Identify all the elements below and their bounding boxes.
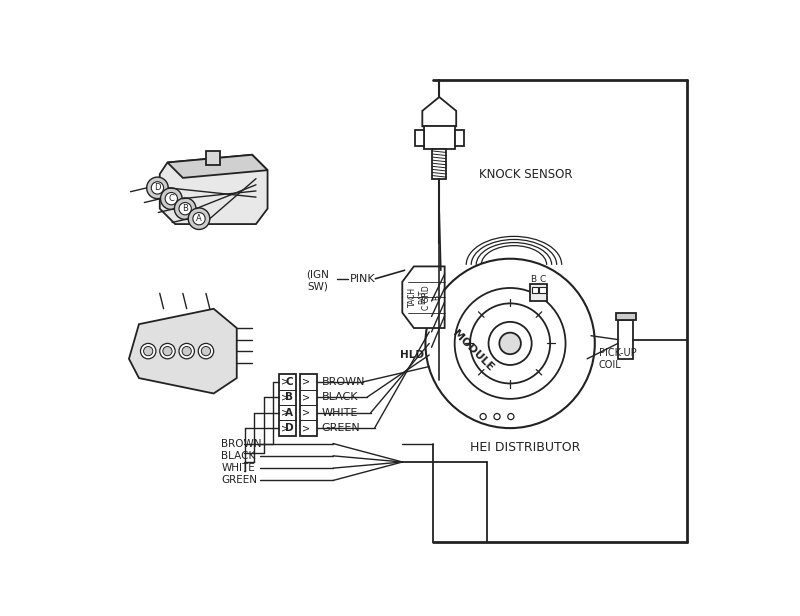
Polygon shape [422,97,456,126]
Circle shape [202,346,210,356]
Bar [618,320,634,359]
Text: BROWN: BROWN [222,439,262,448]
Text: D: D [154,184,161,192]
Text: BLACK: BLACK [222,451,256,461]
Polygon shape [160,155,267,224]
Circle shape [161,188,182,209]
Text: C GRD
B: C GRD B [422,285,442,310]
Text: >: > [282,392,290,402]
Text: PINK: PINK [350,274,375,284]
Text: BROWN: BROWN [322,377,365,387]
Circle shape [165,192,178,205]
Text: HLD: HLD [400,350,424,360]
Text: >: > [302,408,310,418]
Text: GREEN: GREEN [322,423,360,433]
Polygon shape [167,155,267,178]
Bar [532,287,538,293]
Circle shape [174,198,196,219]
Circle shape [143,346,153,356]
Circle shape [163,346,172,356]
Bar [424,126,454,149]
Polygon shape [129,309,237,394]
Bar [279,375,296,436]
Polygon shape [402,266,445,328]
Text: B: B [182,204,188,213]
Circle shape [494,413,500,419]
Circle shape [188,208,210,229]
Circle shape [193,213,205,225]
Text: >: > [282,377,290,387]
Circle shape [508,413,514,419]
Text: TACH
BAT: TACH BAT [408,287,427,307]
Circle shape [141,344,156,359]
Bar [539,287,546,293]
Text: WHITE: WHITE [222,463,255,473]
Circle shape [480,413,486,419]
Text: D: D [285,423,294,433]
Bar [300,375,317,436]
Text: >: > [282,408,290,418]
Circle shape [179,203,191,215]
Text: >: > [282,423,290,433]
Text: >: > [302,377,310,387]
Text: B: B [285,392,293,402]
Bar [615,312,636,320]
Text: >: > [302,392,310,402]
Text: A: A [285,408,293,418]
Text: C: C [168,194,174,203]
Bar [432,149,446,179]
Bar [206,151,220,164]
Text: PICK-UP
COIL: PICK-UP COIL [598,348,636,370]
Text: A: A [196,214,202,223]
Circle shape [489,322,532,365]
Text: C: C [286,377,293,387]
Circle shape [454,288,566,399]
Circle shape [151,182,164,194]
Text: MODULE: MODULE [450,329,495,373]
Circle shape [499,333,521,354]
Text: BLACK: BLACK [322,392,358,402]
Text: (IGN
SW): (IGN SW) [306,269,329,291]
Text: KNOCK SENSOR: KNOCK SENSOR [479,168,573,180]
Bar [454,130,464,145]
Circle shape [470,303,550,383]
Text: WHITE: WHITE [322,408,358,418]
Circle shape [426,259,595,428]
Text: B C: B C [531,275,546,284]
Circle shape [182,346,191,356]
Circle shape [198,344,214,359]
Circle shape [179,344,194,359]
Text: HEI DISTRIBUTOR: HEI DISTRIBUTOR [470,441,581,454]
Circle shape [146,177,168,198]
Text: >: > [302,423,310,433]
Bar [530,284,547,301]
Circle shape [160,344,175,359]
Text: GREEN: GREEN [222,476,258,485]
Bar [414,130,424,145]
